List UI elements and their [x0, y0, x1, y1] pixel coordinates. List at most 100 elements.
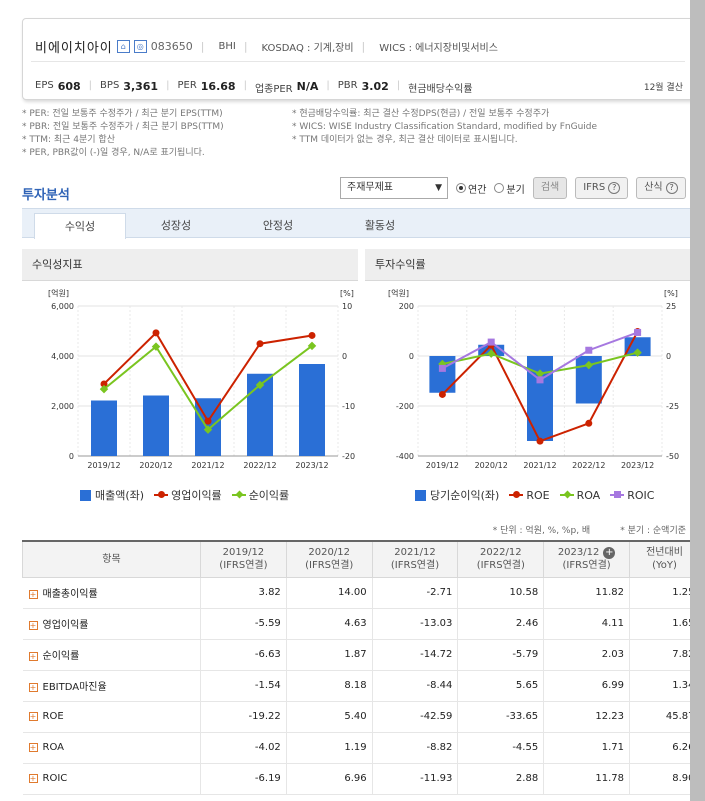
ratio-table: 항목 2019/12 (IFRS연결) 2020/12 (IFRS연결) 2021/… — [22, 540, 700, 795]
wics-sector: WICS : 에너지장비및서비스 — [379, 43, 498, 54]
expand-plus-icon[interactable]: + — [28, 742, 38, 752]
y-left-tick-label: 4,000 — [51, 352, 74, 361]
analysis-tabs: 수익성 성장성 안정성 활동성 — [22, 208, 700, 239]
statement-select[interactable]: 주재무제표 ▼ — [340, 177, 448, 199]
cell-value: -19.22 — [200, 701, 287, 733]
ifrs-button[interactable]: IFRS? — [575, 177, 629, 199]
expand-plus-icon[interactable]: + — [28, 651, 38, 661]
cell-value: -4.02 — [200, 732, 287, 764]
metric-label: PER — [177, 80, 197, 91]
cell-value: 1.19 — [285, 732, 373, 764]
header-period: 2023/12 + (IFRS연결) — [543, 540, 630, 578]
cell-value: -5.59 — [200, 608, 287, 640]
header-period: 2019/12 (IFRS연결) — [200, 540, 287, 578]
table-row[interactable]: + 매출총이익률 3.82 14.00 -2.71 10.58 11.82 1.25 — [22, 577, 700, 609]
row-label[interactable]: + 영업이익률 — [22, 608, 201, 640]
header-yoy: 전년대비 (YoY) — [629, 540, 700, 578]
line-point — [536, 376, 544, 384]
note-line: * WICS: WISE Industry Classification Sta… — [292, 122, 598, 132]
header-period: 2021/12 (IFRS연결) — [371, 540, 459, 578]
legend-item: ROE — [509, 489, 550, 502]
scrollbar-track[interactable] — [690, 0, 705, 801]
help-icon: ? — [608, 182, 621, 194]
y-left-axis-label: [억원] — [48, 288, 69, 298]
row-label-text: 매출총이익률 — [42, 589, 98, 600]
radio-annual[interactable] — [456, 183, 466, 193]
table-row[interactable]: + ROIC -6.19 6.96 -11.93 2.88 11.78 8.90 — [22, 763, 700, 795]
y-left-tick-label: -200 — [396, 402, 414, 411]
table-row[interactable]: + ROE -19.22 5.40 -42.59 -33.65 12.23 45.87 — [22, 701, 700, 733]
legend-swatch — [80, 489, 91, 501]
cell-value: 4.11 — [543, 608, 630, 640]
cell-value: 2.88 — [457, 763, 544, 795]
table-row[interactable]: + EBITDA마진율 -1.54 8.18 -8.44 5.65 6.99 1.34 — [22, 670, 700, 702]
y-right-tick-label: -25 — [666, 402, 679, 411]
profitability-chart: 6,000 4,000 2,000 0 10 0 -10 -20 [억원] [%] 2019/12 2… — [48, 288, 355, 470]
tab-activity[interactable]: 활동성 — [364, 219, 396, 232]
y-left-tick-label: 0 — [409, 352, 414, 361]
expand-columns-icon[interactable]: + — [603, 547, 616, 560]
y-left-tick-label: -400 — [396, 452, 414, 461]
ir-icon[interactable]: ◎ — [133, 40, 147, 53]
expand-plus-icon[interactable]: + — [28, 682, 38, 692]
line-point — [255, 380, 265, 390]
line-point — [438, 364, 446, 372]
help-icon: ? — [665, 182, 678, 194]
panel-title-profitability: 수익성지표 — [22, 249, 358, 281]
line-point — [438, 390, 446, 398]
table-row[interactable]: + 영업이익률 -5.59 4.63 -13.03 2.46 4.11 1.65 — [22, 608, 700, 640]
expand-plus-icon[interactable]: + — [28, 589, 38, 599]
chevron-down-icon: ▼ — [435, 183, 442, 193]
cell-value: 1.71 — [543, 732, 630, 764]
search-button[interactable]: 검색 — [532, 177, 568, 199]
cell-value: -13.03 — [371, 608, 458, 640]
row-label[interactable]: + 순이익률 — [22, 639, 201, 671]
y-right-tick-label: 0 — [342, 352, 347, 361]
tab-stability[interactable]: 안정성 — [262, 219, 294, 232]
radio-quarter[interactable] — [494, 183, 505, 193]
header-period: 2022/12 (IFRS연결) — [457, 540, 545, 578]
y-right-tick-label: -50 — [666, 452, 679, 461]
company-header: 비에이치아이 ⌂ ◎ 083650 | BHI | KOSDAQ : 기계,장비… — [35, 37, 498, 56]
note-line: * PBR: 전일 보통주 수정주가 / 최근 분기 BPS(TTM) — [22, 122, 224, 132]
row-label[interactable]: + ROE — [22, 701, 201, 733]
home-icon[interactable]: ⌂ — [116, 40, 130, 53]
cell-value: 8.90 — [629, 763, 700, 795]
period-note-text: * 분기 : 순액기준 — [620, 526, 686, 536]
row-label-text: ROIC — [42, 773, 68, 784]
row-label[interactable]: + 매출총이익률 — [22, 577, 201, 609]
line-point — [486, 349, 496, 358]
legend-left: 매출액(좌) 영업이익률 순이익률 — [80, 487, 299, 503]
cell-value: 6.26 — [629, 732, 700, 764]
formula-button[interactable]: 산식? — [636, 177, 686, 199]
expand-plus-icon[interactable]: + — [28, 773, 38, 783]
row-label[interactable]: + ROIC — [22, 763, 201, 795]
english-name: BHI — [218, 41, 236, 52]
legend-label: ROIC — [627, 488, 655, 502]
cell-value: 1.25 — [629, 577, 700, 609]
stock-code: 083650 — [150, 40, 193, 53]
line-point — [585, 419, 593, 427]
x-tick-label: 2020/12 — [139, 461, 172, 470]
divider: | — [243, 40, 248, 53]
table-row[interactable]: + 순이익률 -6.63 1.87 -14.72 -5.79 2.03 7.82 — [22, 639, 700, 671]
row-label[interactable]: + ROA — [22, 732, 201, 764]
legend-label: 순이익률 — [248, 489, 290, 502]
row-label-text: ROA — [42, 742, 64, 753]
row-label[interactable]: + EBITDA마진율 — [22, 670, 201, 702]
info-divider — [31, 61, 685, 62]
legend-label: 당기순이익(좌) — [430, 489, 500, 502]
metric-label: BPS — [100, 80, 120, 91]
expand-plus-icon[interactable]: + — [28, 620, 38, 630]
header-item: 항목 — [22, 540, 201, 578]
company-info-box: 비에이치아이 ⌂ ◎ 083650 | BHI | KOSDAQ : 기계,장비… — [22, 18, 694, 100]
tab-growth[interactable]: 성장성 — [160, 219, 192, 232]
cell-value: 11.82 — [543, 577, 630, 609]
tab-profitability[interactable]: 수익성 — [34, 213, 126, 239]
cell-value: 7.82 — [629, 639, 700, 671]
expand-plus-icon[interactable]: + — [28, 711, 38, 721]
legend-label: ROA — [576, 488, 601, 502]
table-row[interactable]: + ROA -4.02 1.19 -8.82 -4.55 1.71 6.26 — [22, 732, 700, 764]
legend-label: 매출액(좌) — [95, 489, 145, 502]
